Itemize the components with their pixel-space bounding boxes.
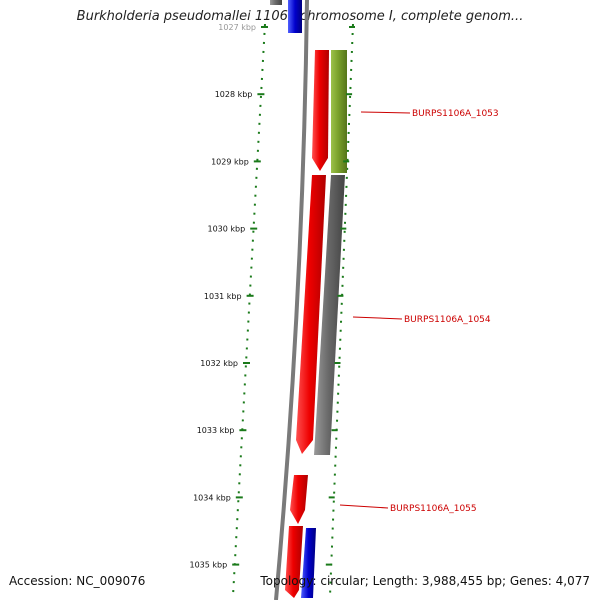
- gene-label[interactable]: BURPS1106A_1054: [404, 315, 491, 325]
- gene-1054[interactable]: [314, 175, 345, 455]
- tick-label-1027: 1027 kbp: [218, 23, 256, 32]
- accession-text: Accession: NC_009076: [9, 574, 146, 588]
- gene-1053[interactable]: [331, 50, 347, 173]
- cds-1055[interactable]: [290, 475, 308, 524]
- summary-text: Topology: circular; Length: 3,988,455 bp…: [260, 574, 590, 588]
- gene-top-blue[interactable]: [288, 0, 302, 33]
- outer-dotted-track: [232, 23, 266, 597]
- tick-label-1033: 1033 kbp: [197, 426, 235, 435]
- cds-1054[interactable]: [296, 175, 326, 454]
- tick-label-1028: 1028 kbp: [215, 90, 253, 99]
- genome-backbone: [274, 0, 309, 600]
- tick-label-1032: 1032 kbp: [200, 359, 238, 368]
- gene-label[interactable]: BURPS1106A_1055: [390, 504, 477, 514]
- tick-label-1035: 1035 kbp: [189, 561, 227, 570]
- tick-label-1029: 1029 kbp: [211, 157, 249, 166]
- gene-bottom-blue[interactable]: [301, 528, 316, 598]
- tick-label-1034: 1034 kbp: [193, 493, 231, 502]
- tick-label-1030: 1030 kbp: [207, 225, 245, 234]
- inner-dotted-track: [329, 23, 354, 597]
- gene-label-leader: [352, 316, 403, 320]
- tick-label-1031: 1031 kbp: [204, 292, 242, 301]
- gene-labels: BURPS1106A_1053 BURPS1106A_1054 BURPS1106A…: [339, 109, 499, 514]
- cds-bottom[interactable]: [285, 526, 303, 598]
- cds-1053[interactable]: [312, 50, 329, 171]
- gene-label[interactable]: BURPS1106A_1053: [412, 109, 499, 119]
- gene-label-leader: [360, 111, 411, 114]
- coordinate-ticks: 1027 kbp 1028 kbp 1029 kbp 1030 kbp 1031 kbp…: [189, 23, 355, 570]
- gene-top-grey[interactable]: [270, 0, 282, 5]
- gene-label-leader: [339, 504, 389, 509]
